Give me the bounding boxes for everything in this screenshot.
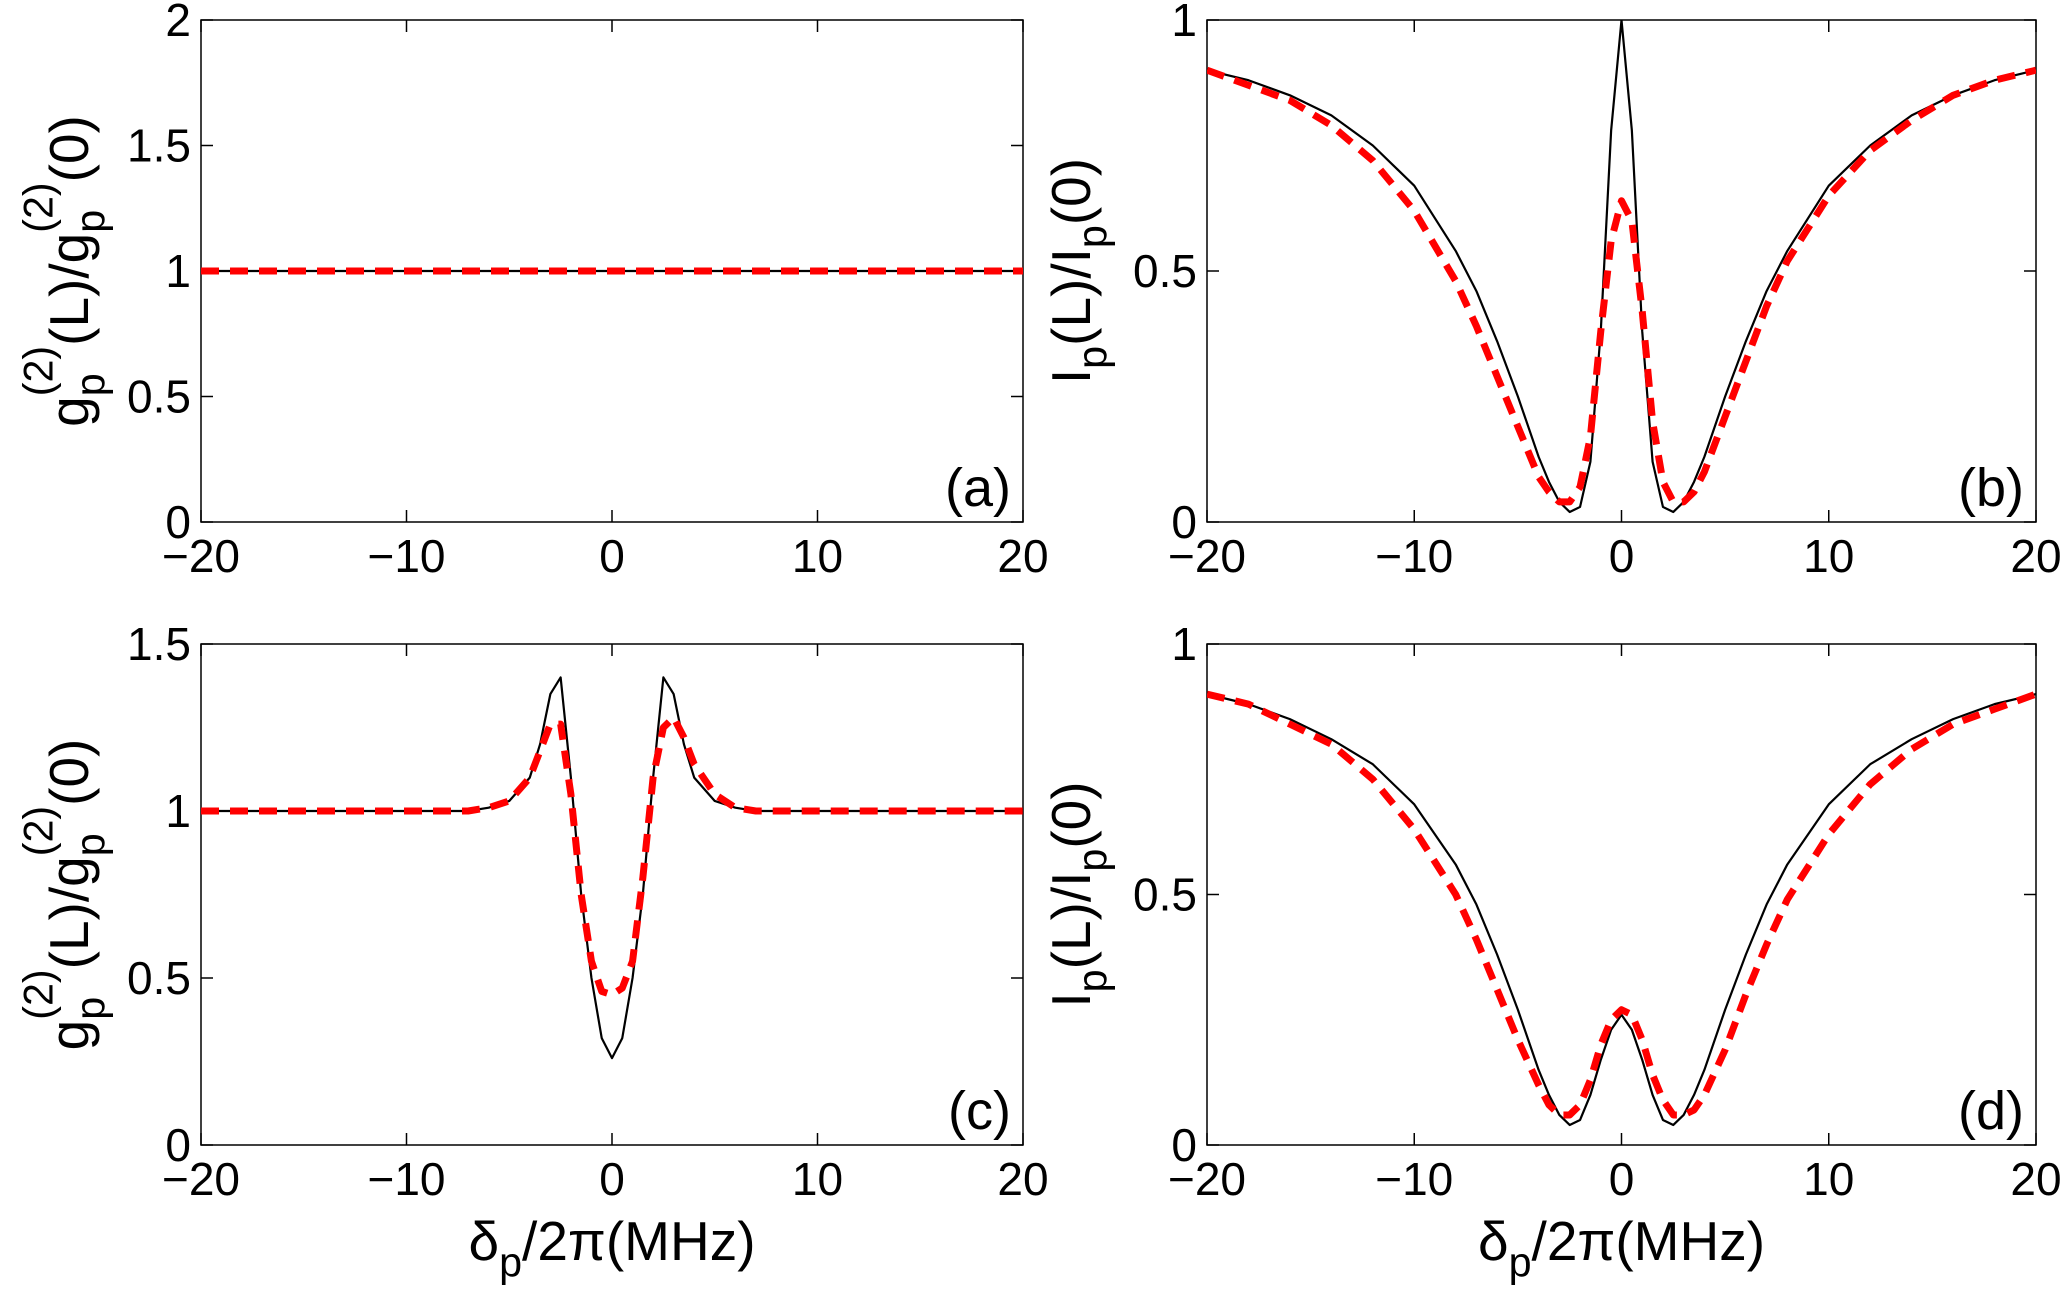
x-axis-label: δp/2π(MHz) <box>1478 1210 1765 1286</box>
x-tick-label: −20 <box>1168 530 1246 582</box>
label-part: (L)/I <box>1040 872 1102 970</box>
y-tick-label: 0.5 <box>1133 245 1197 297</box>
label-part: g <box>38 1020 100 1051</box>
y-tick-label: 1 <box>165 245 191 297</box>
subscript: p <box>1070 969 1116 992</box>
x-tick-label: 10 <box>1803 530 1854 582</box>
x-tick-label: −10 <box>367 1153 445 1205</box>
x-tick-label: −20 <box>162 1153 240 1205</box>
subscript: p <box>1509 1240 1532 1286</box>
panel-label: (c) <box>948 1081 1011 1141</box>
superscript: (2) <box>15 182 61 232</box>
label-part: g <box>38 396 100 427</box>
subscript: p <box>1070 849 1116 872</box>
y-axis-label: gp(2)(L)/gp(2)(0) <box>15 115 113 427</box>
label-part: I <box>1040 992 1102 1007</box>
y-tick-label: 0 <box>1171 496 1197 548</box>
x-tick-label: −20 <box>162 530 240 582</box>
label-part: I <box>1040 369 1102 384</box>
x-tick-label: −10 <box>1375 530 1453 582</box>
y-tick-label: 0 <box>1171 1119 1197 1171</box>
label-part: δ <box>468 1210 499 1272</box>
panel-label: (a) <box>945 458 1011 518</box>
y-tick-label: 1 <box>165 785 191 837</box>
subscript: p <box>499 1240 522 1286</box>
label-part: (0) <box>38 739 100 806</box>
label-part: (L)/g <box>38 856 100 969</box>
label-part: /2π(MHz) <box>1532 1210 1765 1272</box>
plot-frame <box>1206 19 2037 523</box>
y-tick-label: 1.5 <box>127 120 191 172</box>
series-line <box>1207 20 2036 514</box>
x-tick-label: −20 <box>1168 1153 1246 1205</box>
x-tick-label: 0 <box>1609 1153 1635 1205</box>
y-axis-label: gp(2)(L)/gp(2)(0) <box>15 739 113 1051</box>
subscript: p <box>68 833 114 856</box>
x-tick-label: 20 <box>997 1153 1048 1205</box>
x-tick-label: 10 <box>792 1153 843 1205</box>
y-tick-label: 2 <box>165 0 191 46</box>
y-tick-label: 0 <box>165 496 191 548</box>
subscript: p <box>68 997 114 1020</box>
series-line <box>1207 690 2036 1119</box>
panel: −20 −10 0 10 2000.511.5(c)gp(2)(L)/gp(2)(0)δ… <box>15 618 1048 1286</box>
x-axis-label: δp/2π(MHz) <box>468 1210 755 1286</box>
subscript: p <box>68 210 114 233</box>
label-part: δ <box>1478 1210 1509 1272</box>
subscript: p <box>1070 225 1116 248</box>
x-tick-label: 10 <box>792 530 843 582</box>
y-tick-label: 1 <box>1171 0 1197 46</box>
x-tick-label: 0 <box>1609 530 1635 582</box>
superscript: (2) <box>15 806 61 856</box>
x-tick-label: −10 <box>367 530 445 582</box>
y-tick-label: 0.5 <box>127 371 191 423</box>
y-tick-label: 0.5 <box>127 952 191 1004</box>
superscript: (2) <box>15 969 61 1019</box>
label-part: (L)/g <box>38 233 100 346</box>
series-line <box>201 676 1023 1060</box>
x-tick-label: 20 <box>2010 1153 2061 1205</box>
panel-label: (b) <box>1958 458 2024 518</box>
label-part: (0) <box>1040 781 1102 848</box>
x-tick-label: 20 <box>997 530 1048 582</box>
x-tick-label: 0 <box>599 1153 625 1205</box>
plot-frame <box>200 643 1024 1146</box>
label-part: /2π(MHz) <box>522 1210 755 1272</box>
superscript: (2) <box>15 346 61 396</box>
subscript: p <box>68 373 114 396</box>
subscript: p <box>1070 346 1116 369</box>
x-tick-label: 0 <box>599 530 625 582</box>
y-tick-label: 0.5 <box>1133 869 1197 921</box>
series-line <box>1207 66 2036 506</box>
y-axis-label: Ip(L)/Ip(0) <box>1040 781 1116 1007</box>
x-tick-label: 20 <box>2010 530 2061 582</box>
x-tick-label: −10 <box>1375 1153 1453 1205</box>
label-part: (L)/I <box>1040 248 1102 346</box>
label-part: (0) <box>1040 158 1102 225</box>
plot-frame <box>1206 643 2037 1146</box>
y-axis-label: Ip(L)/Ip(0) <box>1040 158 1116 384</box>
y-tick-label: 1.5 <box>127 618 191 670</box>
y-tick-label: 0 <box>165 1119 191 1171</box>
y-tick-label: 1 <box>1171 618 1197 670</box>
label-part: (0) <box>38 115 100 182</box>
panel-label: (d) <box>1958 1081 2024 1141</box>
series-line <box>1207 693 2036 1127</box>
x-tick-label: 10 <box>1803 1153 1854 1205</box>
series-line <box>201 713 1023 999</box>
